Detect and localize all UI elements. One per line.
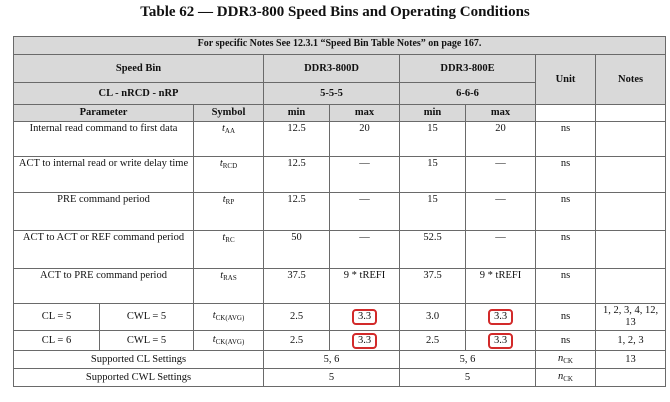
cl-e-value: 6-6-6 — [399, 82, 536, 105]
table-row: CL = 5 CWL = 5 tCK(AVG) 2.5 3.3 3.0 3.3 … — [13, 303, 667, 331]
table-title: Table 62 — DDR3-800 Speed Bins and Opera… — [140, 4, 530, 20]
d-max-header: max — [329, 104, 400, 122]
speed-bin-table: For specific Notes See 12.3.1 “Speed Bin… — [12, 36, 667, 387]
notes: 1, 2, 3 — [594, 330, 667, 351]
ddr3-800e-header: DDR3-800E — [399, 54, 536, 83]
e-max: — — [465, 156, 536, 193]
supported-cl-e: 5, 6 — [399, 350, 536, 369]
d-min: 12.5 — [263, 192, 330, 231]
e-min: 3.0 — [399, 303, 466, 331]
e-min-header: min — [399, 104, 466, 122]
unit: ns — [535, 121, 596, 157]
e-min: 15 — [399, 156, 466, 193]
d-min: 12.5 — [263, 121, 330, 157]
notes — [594, 121, 667, 157]
param-name: PRE command period — [13, 192, 194, 231]
param-symbol: tCK(AVG) — [193, 330, 264, 351]
table-row: PRE command period tRP 12.5 — 15 — ns — [13, 192, 667, 231]
highlight-box: 3.3 — [487, 309, 514, 325]
supported-cwl-e: 5 — [399, 368, 536, 387]
e-max: — — [465, 230, 536, 269]
d-min: 50 — [263, 230, 330, 269]
table-row: Supported CWL Settings 5 5 nCK — [13, 368, 667, 387]
e-max: — — [465, 192, 536, 231]
d-max: — — [329, 192, 400, 231]
param-symbol: tRAS — [193, 268, 264, 304]
cwl-setting: CWL = 5 — [99, 330, 194, 351]
d-min-header: min — [263, 104, 330, 122]
e-min: 2.5 — [399, 330, 466, 351]
e-max: 3.3 — [465, 330, 536, 351]
param-name: Internal read command to first data — [13, 121, 194, 157]
table-row: ACT to PRE command period tRAS 37.5 9 * … — [13, 268, 667, 304]
cwl-setting: CWL = 5 — [99, 303, 194, 331]
e-max: 20 — [465, 121, 536, 157]
d-max: 9 * tREFI — [329, 268, 400, 304]
unit: ns — [535, 303, 596, 331]
highlight-box: 3.3 — [487, 332, 514, 349]
unit: nCK — [535, 368, 596, 387]
d-min: 12.5 — [263, 156, 330, 193]
param-name: ACT to internal read or write delay time — [13, 156, 194, 193]
d-min: 37.5 — [263, 268, 330, 304]
table-row: Supported CL Settings 5, 6 5, 6 nCK 13 — [13, 350, 667, 369]
cl-d-value: 5-5-5 — [263, 82, 400, 105]
cl-header: CL - nRCD - nRP — [13, 82, 264, 105]
param-name: ACT to PRE command period — [13, 268, 194, 304]
e-max: 3.3 — [465, 303, 536, 331]
unit-header: Unit — [535, 54, 596, 105]
supported-cwl-d: 5 — [263, 368, 400, 387]
notes — [594, 230, 667, 269]
notes: 1, 2, 3, 4, 12, 13 — [594, 303, 667, 331]
unit: ns — [535, 156, 596, 193]
d-max: — — [329, 156, 400, 193]
parameter-header: Parameter — [13, 104, 194, 122]
unit: ns — [535, 268, 596, 304]
speed-bin-header: Speed Bin — [13, 54, 264, 83]
notes: 13 — [594, 350, 667, 369]
table-row: ACT to internal read or write delay time… — [13, 156, 667, 193]
table-row: ACT to ACT or REF command period tRC 50 … — [13, 230, 667, 269]
table-row: Internal read command to first data tAA … — [13, 121, 667, 157]
supported-cl-d: 5, 6 — [263, 350, 400, 369]
notes-reference: For specific Notes See 12.3.1 “Speed Bin… — [12, 36, 667, 55]
param-name: ACT to ACT or REF command period — [13, 230, 194, 269]
highlight-box: 3.3 — [351, 309, 378, 325]
param-symbol: tRCD — [193, 156, 264, 193]
d-max: — — [329, 230, 400, 269]
supported-cwl-label: Supported CWL Settings — [13, 368, 264, 387]
e-max-header: max — [465, 104, 536, 122]
highlight-box: 3.3 — [351, 332, 378, 349]
notes — [594, 192, 667, 231]
d-max: 3.3 — [329, 330, 400, 351]
notes-header: Notes — [594, 54, 667, 105]
notes — [594, 156, 667, 193]
param-symbol: tCK(AVG) — [193, 303, 264, 331]
cl-setting: CL = 6 — [13, 330, 100, 351]
e-max: 9 * tREFI — [465, 268, 536, 304]
notes — [594, 368, 667, 387]
unit: ns — [535, 330, 596, 351]
supported-cl-label: Supported CL Settings — [13, 350, 264, 369]
d-min: 2.5 — [263, 330, 330, 351]
unit: nCK — [535, 350, 596, 369]
e-min: 15 — [399, 192, 466, 231]
notes — [594, 268, 667, 304]
unit: ns — [535, 230, 596, 269]
param-symbol: tRC — [193, 230, 264, 269]
d-min: 2.5 — [263, 303, 330, 331]
table-row: CL = 6 CWL = 5 tCK(AVG) 2.5 3.3 2.5 3.3 … — [13, 330, 667, 351]
cl-setting: CL = 5 — [13, 303, 100, 331]
ddr3-800d-header: DDR3-800D — [263, 54, 400, 83]
d-max: 20 — [329, 121, 400, 157]
param-symbol: tAA — [193, 121, 264, 157]
e-min: 37.5 — [399, 268, 466, 304]
e-min: 15 — [399, 121, 466, 157]
param-symbol: tRP — [193, 192, 264, 231]
e-min: 52.5 — [399, 230, 466, 269]
d-max: 3.3 — [329, 303, 400, 331]
unit: ns — [535, 192, 596, 231]
symbol-header: Symbol — [193, 104, 264, 122]
